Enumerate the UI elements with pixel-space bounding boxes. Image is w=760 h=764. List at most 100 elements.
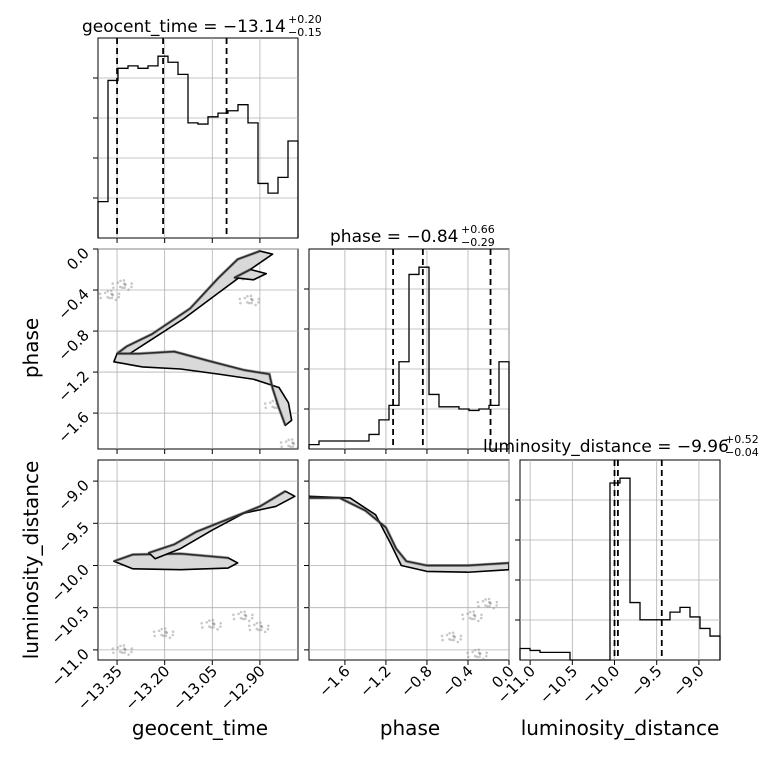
scatter-point xyxy=(232,617,236,621)
y-tick-label: −10.5 xyxy=(48,603,93,648)
scatter-point xyxy=(257,301,260,304)
title-luminosity-distance-sup: +0.52 xyxy=(725,433,759,446)
scatter-point xyxy=(459,637,462,641)
scatter-point xyxy=(441,638,444,642)
scatter-point xyxy=(171,630,175,634)
scatter-point xyxy=(466,651,469,655)
scatter-point xyxy=(250,298,254,301)
scatter-point xyxy=(160,627,164,631)
scatter-point xyxy=(239,301,242,305)
y-tick-label: −1.2 xyxy=(54,367,92,405)
scatter-point xyxy=(279,441,283,444)
title-phase: phase = −0.84 +0.66 −0.29 xyxy=(330,223,495,249)
scatter-point xyxy=(292,442,295,446)
scatter-point xyxy=(119,644,122,648)
scatter-point xyxy=(267,624,270,628)
title-luminosity-distance-main: luminosity_distance = −9.96 xyxy=(483,437,729,457)
scatter-point xyxy=(452,638,456,642)
scatter-point xyxy=(477,648,481,651)
scatter-point xyxy=(486,604,489,608)
scatter-point xyxy=(476,600,480,604)
scatter-point xyxy=(250,301,253,305)
scatter-point xyxy=(445,633,449,637)
scatter-point xyxy=(157,629,161,633)
title-geocent-time-sup: +0.20 xyxy=(288,13,322,26)
scatter-point xyxy=(264,406,268,410)
scatter-point xyxy=(212,622,216,626)
scatter-point xyxy=(212,623,216,626)
scatter-point xyxy=(448,631,451,635)
scatter-point xyxy=(488,601,492,605)
scatter-point xyxy=(295,447,298,449)
scatter-point xyxy=(241,617,245,621)
x-tick-label: −0.4 xyxy=(438,662,476,700)
scatter-point xyxy=(291,441,294,444)
ylabel-luminosity-distance: luminosity_distance xyxy=(19,461,43,660)
scatter-point xyxy=(130,282,134,285)
scatter-point xyxy=(237,612,240,616)
scatter-point xyxy=(259,624,263,628)
scatter-point xyxy=(473,614,477,618)
scatter-point xyxy=(165,631,168,635)
scatter-point xyxy=(487,597,491,601)
scatter-point xyxy=(117,295,121,299)
scatter-point xyxy=(111,293,114,296)
scatter-point xyxy=(255,627,259,631)
scatter-point xyxy=(268,401,272,404)
y-tick-label: −9.0 xyxy=(54,476,92,514)
contour-geocent-time-luminosity-distance xyxy=(111,489,296,656)
scatter-point xyxy=(253,623,256,627)
scatter-point xyxy=(290,438,294,441)
scatter-point xyxy=(291,445,295,448)
scatter-point xyxy=(118,650,122,654)
scatter-point xyxy=(263,402,267,405)
scatter-point xyxy=(259,628,263,632)
scatter-point xyxy=(165,630,168,634)
scatter-point xyxy=(473,617,476,621)
scatter-point xyxy=(456,640,460,644)
scatter-point xyxy=(123,286,126,290)
scatter-point xyxy=(475,655,479,659)
scatter-point xyxy=(123,651,126,654)
y-tick-label: −11.0 xyxy=(48,645,93,690)
scatter-point xyxy=(292,441,295,445)
scatter-point xyxy=(266,627,270,631)
scatter-point xyxy=(280,445,283,449)
scatter-point xyxy=(162,634,165,638)
scatter-point xyxy=(110,292,113,296)
scatter-point xyxy=(108,296,111,300)
contour-level xyxy=(113,350,293,427)
scatter-point xyxy=(121,651,124,655)
scatter-point xyxy=(459,634,463,638)
scatter-point xyxy=(121,286,124,290)
histogram-geocent-time xyxy=(97,55,299,238)
scatter-point xyxy=(299,441,302,444)
scatter-point xyxy=(153,634,156,638)
scatter-point xyxy=(257,628,261,632)
scatter-point xyxy=(485,654,488,658)
scatter-point xyxy=(122,279,126,282)
panel-phase-vs-luminosity-distance xyxy=(308,459,510,661)
scatter-point xyxy=(440,634,444,638)
scatter-point xyxy=(472,610,475,613)
scatter-point xyxy=(106,295,109,299)
scatter-point xyxy=(123,647,127,651)
scatter-point xyxy=(110,296,114,300)
y-tick-label: −9.5 xyxy=(54,518,92,556)
scatter-point xyxy=(248,628,252,632)
title-phase-sup: +0.66 xyxy=(461,223,495,236)
scatter-point xyxy=(122,644,126,647)
scatter-point xyxy=(119,279,122,283)
scatter-point xyxy=(477,619,480,623)
scatter-point xyxy=(118,285,122,289)
histogram-phase xyxy=(308,266,510,449)
scatter-point xyxy=(495,600,499,604)
scatter-point xyxy=(122,647,126,650)
scatter-point xyxy=(482,657,485,660)
x-tick-label: −13.35 xyxy=(74,662,126,714)
scatter-point xyxy=(219,625,222,628)
scatter-point xyxy=(106,289,110,293)
scatter-point xyxy=(453,635,456,639)
scatter-point xyxy=(239,616,243,620)
scatter-point xyxy=(249,294,253,298)
